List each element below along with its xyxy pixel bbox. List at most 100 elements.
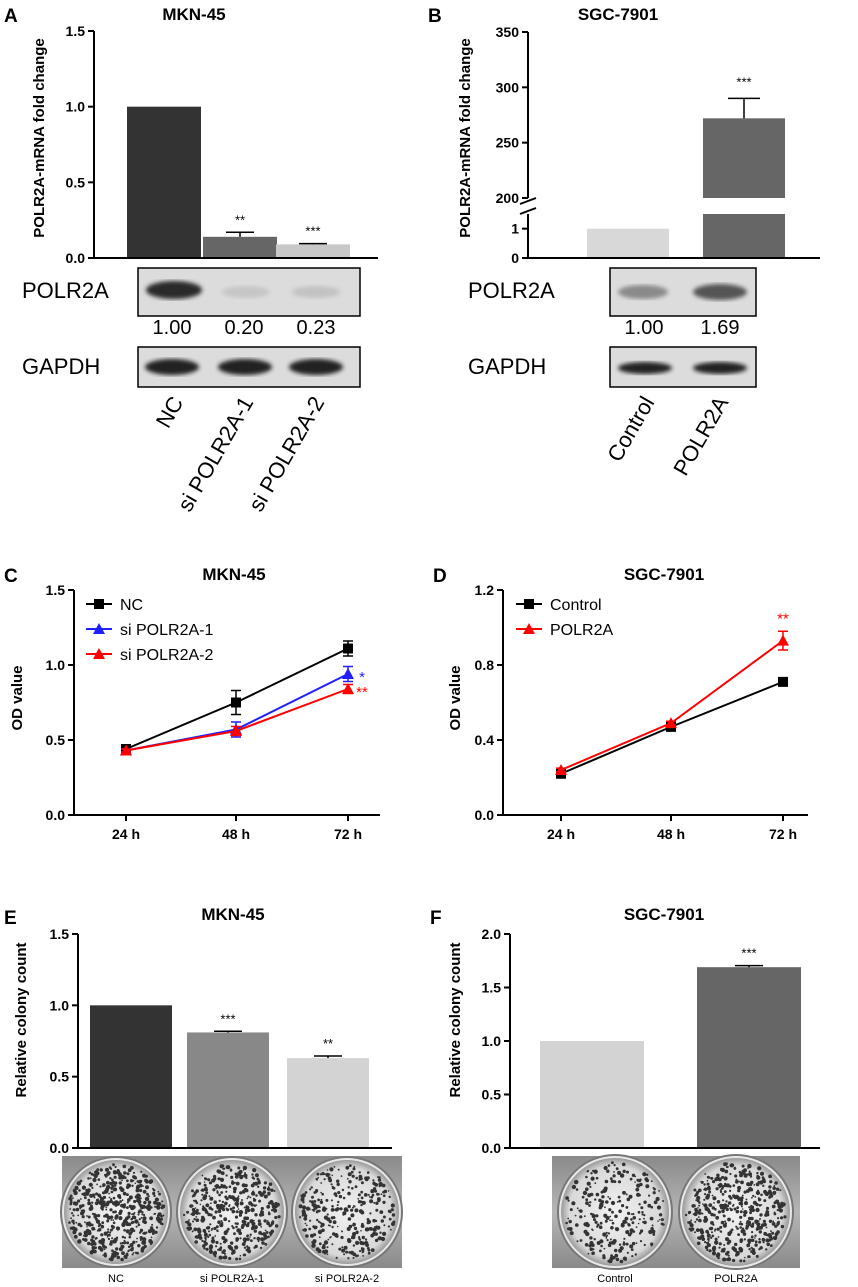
panel-e-colony-dot bbox=[212, 1174, 217, 1179]
panel-f-colony-dot bbox=[750, 1180, 754, 1185]
panel-b-axis-lower bbox=[527, 214, 820, 259]
panel-e-colony-dot bbox=[69, 1198, 73, 1201]
panel-f-colony-dot bbox=[729, 1196, 733, 1200]
panel-b-wb-label-gapdh: GAPDH bbox=[468, 354, 546, 379]
panel-e-colony-dot bbox=[196, 1208, 199, 1212]
panel-f-colony-dot bbox=[710, 1221, 714, 1225]
panel-e-colony-dot bbox=[368, 1196, 371, 1198]
panel-e-colony-dot bbox=[277, 1215, 281, 1219]
panel-e-colony-dot bbox=[257, 1219, 261, 1223]
panel-e-colony-dot bbox=[239, 1191, 243, 1195]
panel-f-colony-dot bbox=[745, 1198, 748, 1201]
panel-f-colony-dot bbox=[779, 1203, 784, 1208]
panel-f-colony-dot bbox=[605, 1237, 608, 1239]
panel-f-colony-dot bbox=[650, 1242, 654, 1246]
panel-f-colony-dot bbox=[652, 1233, 656, 1236]
panel-f-colony-dot bbox=[772, 1235, 778, 1241]
panel-e-colony-dot bbox=[84, 1221, 86, 1223]
panel-e-colony-dot bbox=[236, 1205, 239, 1208]
panel-b-wb-label-polr2a: POLR2A bbox=[468, 278, 555, 303]
panel-e-colony-dot bbox=[361, 1248, 364, 1251]
panel-e-colony-dot bbox=[233, 1190, 237, 1194]
panel-e-colony-dot bbox=[302, 1201, 305, 1204]
panel-c-series-0-point-2 bbox=[343, 643, 353, 654]
panel-e-colony-dot bbox=[127, 1211, 131, 1215]
panel-e-colony-dot bbox=[340, 1235, 344, 1240]
panel-f-colony-dot bbox=[723, 1162, 728, 1167]
panel-f-colony-dot bbox=[629, 1177, 633, 1181]
panel-f-colony-dot bbox=[769, 1244, 773, 1247]
panel-e-colony-dot bbox=[253, 1204, 257, 1207]
panel-f-colony-dot bbox=[621, 1162, 626, 1167]
panel-f-colony-dot bbox=[581, 1195, 585, 1199]
panel-d-series-0-point-2 bbox=[778, 676, 788, 687]
panel-f-colony-dot bbox=[709, 1226, 714, 1231]
panel-e-colony-dot bbox=[301, 1209, 306, 1214]
panel-e-colony-dot bbox=[134, 1195, 139, 1199]
panel-f-colony-dot bbox=[764, 1191, 768, 1195]
panel-f-colony-dot bbox=[651, 1229, 656, 1234]
panel-e-colony-dot bbox=[320, 1191, 322, 1194]
panel-e-colony-dot bbox=[141, 1211, 144, 1214]
panel-e-colony-dot bbox=[128, 1235, 132, 1239]
panel-e-colony-dot bbox=[254, 1173, 259, 1178]
panel-e-colony-dot bbox=[232, 1181, 235, 1184]
panel-e-colony-dot bbox=[88, 1172, 91, 1174]
panel-e-colony-dot bbox=[113, 1170, 115, 1173]
panel-e-colony-dot bbox=[338, 1247, 342, 1251]
panel-f-colony-dot bbox=[708, 1190, 712, 1194]
panel-e-colony-dot bbox=[320, 1182, 323, 1184]
panel-e-colony-dot bbox=[123, 1176, 127, 1180]
panel-c-xtick-label-1: 48 h bbox=[222, 826, 250, 842]
panel-b-gapdh-band-2 bbox=[693, 362, 747, 374]
panel-f-colony-dot bbox=[660, 1222, 664, 1226]
panel-d-ytick-label-2: 0.8 bbox=[475, 657, 495, 673]
panel-e-colony-dot bbox=[322, 1206, 326, 1210]
panel-e-colony-dot bbox=[331, 1205, 334, 1208]
panel-e-colony-dot bbox=[205, 1191, 209, 1195]
panel-f-colony-dot bbox=[625, 1242, 629, 1246]
panel-e-colony-dot bbox=[115, 1247, 119, 1251]
panel-e-colony-dot bbox=[125, 1257, 128, 1260]
panel-e: MKN-45 Relative colony count ***** 0.00.… bbox=[13, 905, 403, 1285]
panel-d-legend-marker-0 bbox=[524, 599, 534, 609]
panel-e-colony-dot bbox=[226, 1165, 231, 1170]
panel-f-colony-dot bbox=[737, 1189, 741, 1193]
panel-d-yticks: 0.0 0.4 0.8 1.2 bbox=[475, 582, 503, 823]
panel-e-colony-dot bbox=[273, 1204, 278, 1209]
panel-c-ytick-label-1: 0.5 bbox=[46, 732, 66, 748]
panel-e-colony-dot bbox=[72, 1201, 77, 1206]
panel-e-colony-dot bbox=[252, 1182, 255, 1185]
panel-e-colony-dot bbox=[353, 1166, 356, 1168]
panel-e-colony-dot bbox=[100, 1224, 102, 1227]
panel-f-colony-dot bbox=[746, 1243, 751, 1248]
panel-f-colony-dot bbox=[724, 1220, 727, 1223]
panel-f-colony-dot bbox=[596, 1225, 599, 1228]
panel-f-colony-dot bbox=[605, 1231, 608, 1234]
panel-e-colony-dot bbox=[367, 1193, 370, 1196]
panel-e-colony-dot bbox=[220, 1191, 224, 1194]
panel-e-colony-dot bbox=[327, 1176, 332, 1181]
panel-f-colony-dot bbox=[648, 1194, 651, 1197]
panel-e-colony-dot bbox=[103, 1189, 108, 1194]
panel-e-colony-dot bbox=[108, 1233, 111, 1237]
panel-f-colony-dot bbox=[595, 1192, 600, 1197]
panel-e-colony-dot bbox=[89, 1250, 94, 1255]
panel-f-colony-dot bbox=[756, 1175, 761, 1180]
panel-f-colony-dot bbox=[776, 1230, 780, 1234]
panel-f-colony-dot bbox=[692, 1213, 695, 1216]
panel-f-colony-dot bbox=[722, 1223, 728, 1228]
panel-e-colony-dot bbox=[148, 1239, 153, 1243]
panel-e-colony-dot bbox=[137, 1222, 140, 1224]
panel-e-colony-dot bbox=[304, 1191, 308, 1194]
panel-e-colony-dot bbox=[131, 1215, 136, 1219]
panel-e-colony-dot bbox=[91, 1245, 96, 1250]
panel-f-colony-dot bbox=[707, 1187, 711, 1191]
panel-f-colony-dot bbox=[610, 1200, 616, 1206]
panel-e-colony-dot bbox=[84, 1196, 87, 1200]
panel-f-colony-dot bbox=[754, 1234, 757, 1237]
panel-f-colony-dot bbox=[619, 1173, 625, 1178]
panel-e-colony-dot bbox=[120, 1244, 125, 1249]
panel-e-colony-dot bbox=[260, 1232, 264, 1236]
panel-f-colony-dot bbox=[632, 1216, 637, 1220]
